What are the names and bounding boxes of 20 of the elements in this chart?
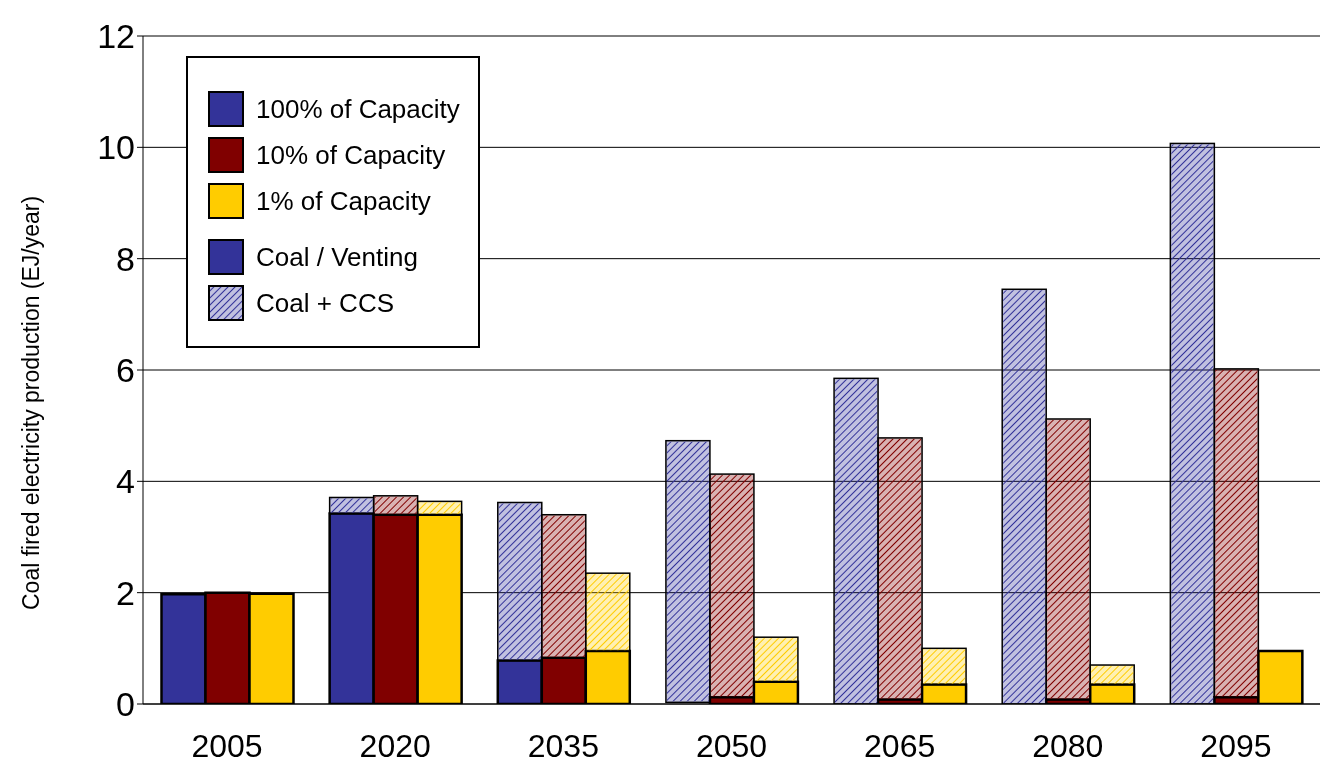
y-tick-label: 10 xyxy=(97,128,135,167)
legend-label: 1% of Capacity xyxy=(256,185,431,217)
legend-label: 100% of Capacity xyxy=(256,93,460,125)
y-tick-label: 6 xyxy=(116,351,135,390)
x-tick-label: 2050 xyxy=(695,727,768,764)
x-tick-label: 2095 xyxy=(1200,727,1272,764)
y-tick-label: 0 xyxy=(116,685,135,724)
y-tick-label: 4 xyxy=(116,462,135,501)
y-tick-label: 8 xyxy=(116,239,135,278)
legend-label: 10% of Capacity xyxy=(256,139,446,171)
x-tick-label: 2035 xyxy=(527,727,599,764)
y-tick-label: 12 xyxy=(97,17,135,56)
annotation: Coal / Venting xyxy=(256,241,418,273)
y-tick-label: 2 xyxy=(116,573,135,612)
legend-label: Coal + CCS xyxy=(256,287,394,319)
x-tick-label: 2005 xyxy=(191,727,263,764)
x-tick-label: 2020 xyxy=(359,727,431,764)
x-tick-label: 2080 xyxy=(1032,727,1104,764)
x-tick-label: 2065 xyxy=(864,727,936,764)
y-axis-title: Coal fired electricity production (EJ/year) xyxy=(18,195,45,610)
